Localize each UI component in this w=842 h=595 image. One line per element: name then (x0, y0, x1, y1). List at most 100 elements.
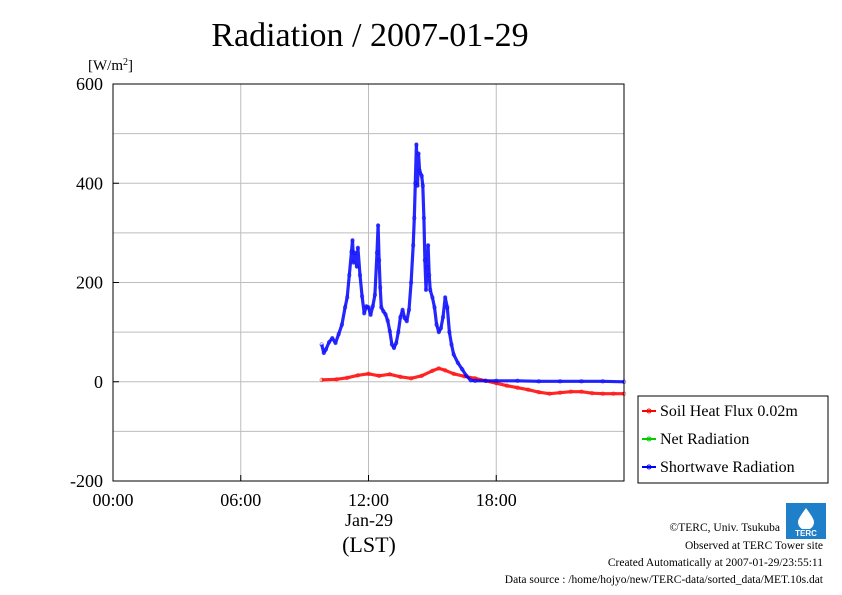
data-point (366, 305, 371, 310)
data-point (472, 378, 478, 383)
y-tick-label: 0 (94, 372, 103, 392)
data-point (345, 375, 350, 380)
data-point (427, 272, 432, 278)
data-point (345, 295, 350, 300)
data-point (376, 258, 382, 263)
data-point (445, 305, 450, 310)
data-point (436, 329, 441, 335)
data-point (339, 322, 345, 327)
y-tick-label: 200 (76, 273, 103, 293)
plot-frame (112, 83, 625, 482)
data-point (451, 352, 456, 357)
series-2 (319, 142, 627, 384)
chart-title: Radiation / 2007-01-29 (211, 17, 528, 54)
data-point (419, 373, 424, 378)
data-point (460, 367, 465, 372)
data-point (326, 339, 332, 345)
footer-copyright: ©TERC, Univ. Tsukuba (670, 522, 780, 534)
data-point (351, 260, 356, 265)
data-point (415, 183, 420, 188)
data-point (400, 307, 405, 312)
terc-logo: TERC (786, 503, 826, 539)
data-point (600, 379, 605, 384)
footer-site: Observed at TERC Tower site (685, 540, 823, 552)
data-point (404, 319, 409, 324)
axis-ticks: -200 0 200 400 600 00:00 06:00 12:00 18:00 (70, 74, 517, 510)
data-point (547, 391, 552, 396)
grid-lines (113, 84, 624, 481)
data-point (515, 385, 520, 390)
data-point (342, 305, 348, 310)
data-point (389, 342, 395, 347)
data-point (568, 389, 573, 394)
data-point (464, 373, 469, 378)
x-axis-label: (LST) (342, 532, 396, 557)
data-point (321, 350, 326, 356)
data-point (557, 390, 563, 395)
data-point (330, 335, 335, 341)
legend: Soil Heat Flux 0.02m Net Radiation Shortwa… (637, 395, 829, 484)
terc-logo-icon (798, 508, 814, 529)
data-point (379, 305, 384, 310)
legend-items: Soil Heat Flux 0.02m Net Radiation Shortwa… (642, 403, 798, 476)
x-tick-label: 06:00 (220, 490, 261, 510)
footer-created: Created Automatically at 2007-01-29/23:5… (608, 557, 823, 569)
data-point (422, 258, 428, 263)
data-point (611, 391, 616, 396)
series-line (320, 142, 625, 384)
legend-marker (646, 436, 652, 442)
data-point (434, 322, 439, 327)
data-point (357, 272, 363, 278)
data-point (421, 215, 427, 221)
data-point (387, 372, 392, 377)
data-point (589, 391, 595, 396)
data-point (526, 387, 531, 392)
legend-marker (646, 464, 652, 470)
data-point (374, 250, 380, 255)
data-point (447, 329, 452, 335)
legend-label: Shortwave Radiation (660, 459, 795, 476)
data-point (355, 373, 361, 378)
data-point (396, 329, 401, 335)
data-point (420, 183, 425, 188)
data-point (600, 391, 605, 396)
data-point (425, 243, 431, 248)
data-point (579, 389, 584, 394)
data-point (468, 378, 473, 383)
data-point (372, 292, 378, 298)
data-point (362, 311, 367, 316)
y-axis-unit: [W/m2] (88, 57, 133, 75)
data-point (536, 379, 541, 384)
y-axis-unit-close: ] (128, 58, 133, 74)
y-tick-label: -200 (70, 471, 103, 491)
data-point (385, 318, 390, 323)
data-point (391, 345, 397, 351)
data-point (430, 295, 435, 300)
data-point (504, 383, 510, 388)
data-point (419, 173, 424, 178)
data-point (378, 285, 383, 290)
data-point (406, 307, 412, 312)
y-tick-label: 400 (76, 173, 103, 193)
x-tick-label: 00:00 (92, 490, 133, 510)
data-point (319, 342, 324, 347)
data-point (455, 360, 461, 366)
y-axis-unit-superscript: 2 (123, 57, 128, 68)
data-point (359, 294, 365, 299)
x-tick-label: 12:00 (348, 490, 389, 510)
data-point (438, 326, 444, 331)
y-tick-label: 600 (76, 74, 103, 94)
data-point (430, 368, 435, 373)
data-point (375, 223, 381, 228)
data-point (436, 366, 441, 371)
data-point (443, 368, 448, 373)
data-point (413, 181, 418, 186)
data-point (402, 316, 407, 321)
data-point (368, 312, 373, 317)
y-axis-unit-base: [W/m (88, 58, 123, 74)
data-point (333, 340, 338, 346)
data-point (350, 238, 355, 243)
footer-source: Data source : /home/hojyo/new/TERC-data/… (505, 574, 824, 586)
data-point (334, 377, 339, 382)
data-point (515, 378, 520, 383)
